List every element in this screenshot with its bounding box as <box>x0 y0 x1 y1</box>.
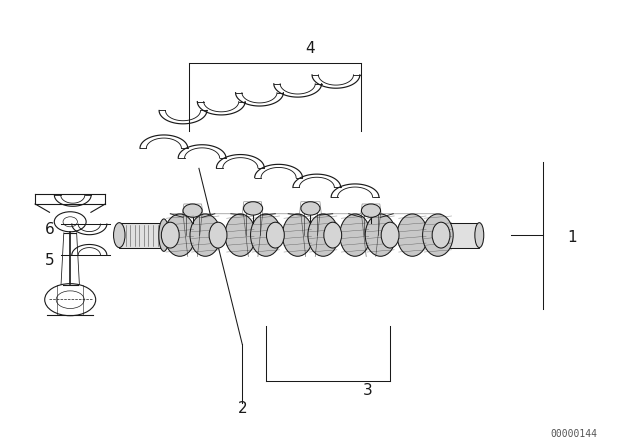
Text: 1: 1 <box>567 230 577 245</box>
Ellipse shape <box>244 202 262 215</box>
Text: 6: 6 <box>45 222 54 237</box>
Polygon shape <box>119 223 164 248</box>
Ellipse shape <box>365 214 396 256</box>
Ellipse shape <box>340 214 371 256</box>
Ellipse shape <box>308 214 339 256</box>
Text: 2: 2 <box>237 401 247 416</box>
Ellipse shape <box>324 222 342 248</box>
Text: 00000144: 00000144 <box>550 429 597 439</box>
Ellipse shape <box>209 222 227 248</box>
Ellipse shape <box>161 222 179 248</box>
Text: 3: 3 <box>363 383 372 398</box>
Ellipse shape <box>164 214 195 256</box>
Ellipse shape <box>225 214 255 256</box>
Ellipse shape <box>422 214 453 256</box>
Ellipse shape <box>301 202 320 215</box>
Ellipse shape <box>183 204 202 217</box>
Polygon shape <box>447 223 479 248</box>
Ellipse shape <box>113 223 125 248</box>
Ellipse shape <box>397 214 428 256</box>
Ellipse shape <box>381 222 399 248</box>
Ellipse shape <box>432 222 450 248</box>
Ellipse shape <box>282 214 313 256</box>
Ellipse shape <box>159 219 169 251</box>
Ellipse shape <box>475 223 484 248</box>
Text: 4: 4 <box>306 41 316 56</box>
Ellipse shape <box>266 222 284 248</box>
Ellipse shape <box>190 214 221 256</box>
Ellipse shape <box>362 204 381 217</box>
Text: 5: 5 <box>45 253 54 268</box>
Ellipse shape <box>250 214 281 256</box>
